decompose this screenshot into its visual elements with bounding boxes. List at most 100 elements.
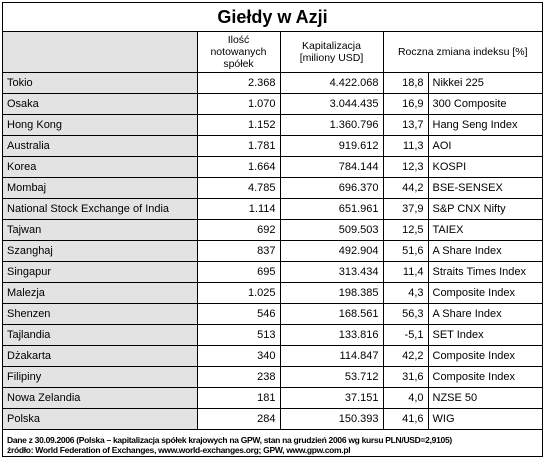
market-name: Singapur — [3, 261, 198, 283]
table: Ilość notowanych spółek Kapitalizacja [mi… — [3, 32, 543, 430]
cell: 114.847 — [279, 345, 384, 367]
cell: WIG — [427, 408, 543, 430]
cell: 1.152 — [196, 114, 281, 136]
cell: NZSE 50 — [427, 387, 543, 409]
row: Tajlandia 513 133.816 -5,1 SET Index — [3, 324, 543, 346]
cell: 150.393 — [279, 408, 384, 430]
row: Australia 1.781 919.612 11,3 AOI — [3, 135, 543, 157]
cell: 1.070 — [196, 93, 281, 115]
row: Shenzen 546 168.561 56,3 A Share Index — [3, 303, 543, 325]
cell: 31,6 — [382, 366, 429, 388]
cell: 168.561 — [279, 303, 384, 325]
cell: 53.712 — [279, 366, 384, 388]
table-body: Ilość notowanych spółek Kapitalizacja [mi… — [3, 32, 543, 430]
market-name: Osaka — [3, 93, 198, 115]
market-name: Mombaj — [3, 177, 198, 199]
cell: 1.664 — [196, 156, 281, 178]
market-name: Polska — [3, 408, 198, 430]
cell: Nikkei 225 — [427, 72, 543, 94]
market-name: Australia — [3, 135, 198, 157]
market-name: Tokio — [3, 72, 198, 94]
cell: 284 — [196, 408, 281, 430]
cell: 695 — [196, 261, 281, 283]
row: Mombaj 4.785 696.370 44,2 BSE-SENSEX — [3, 177, 543, 199]
row: Hong Kong 1.152 1.360.796 13,7 Hang Seng Ind… — [3, 114, 543, 136]
row: Tajwan 692 509.503 12,5 TAIEX — [3, 219, 543, 241]
row: Filipiny 238 53.712 31,6 Composite Index — [3, 366, 543, 388]
cell: 300 Composite — [427, 93, 543, 115]
cell: 696.370 — [279, 177, 384, 199]
header-cell: Ilość notowanych spółek — [196, 32, 281, 73]
cell: 42,2 — [382, 345, 429, 367]
cell: Composite Index — [427, 345, 543, 367]
header-row: Ilość notowanych spółek Kapitalizacja [mi… — [3, 32, 543, 73]
market-name: National Stock Exchange of India — [3, 198, 198, 220]
cell: 13,7 — [382, 114, 429, 136]
row: Malezja 1.025 198.385 4,3 Composite Index — [3, 282, 543, 304]
cell: 919.612 — [279, 135, 384, 157]
row: Dżakarta 340 114.847 42,2 Composite Index — [3, 345, 543, 367]
cell: 513 — [196, 324, 281, 346]
row: National Stock Exchange of India 1.114 651… — [3, 198, 543, 220]
market-name: Shenzen — [3, 303, 198, 325]
header-cell: Roczna zmiana indeksu [%] — [382, 32, 543, 73]
cell: 198.385 — [279, 282, 384, 304]
market-name: Korea — [3, 156, 198, 178]
market-name: Tajwan — [3, 219, 198, 241]
cell: 16,9 — [382, 93, 429, 115]
cell: 509.503 — [279, 219, 384, 241]
cell: 11,4 — [382, 261, 429, 283]
cell: 51,6 — [382, 240, 429, 262]
market-name: Szanghaj — [3, 240, 198, 262]
cell: 492.904 — [279, 240, 384, 262]
cell: 837 — [196, 240, 281, 262]
market-name: Malezja — [3, 282, 198, 304]
cell: TAIEX — [427, 219, 543, 241]
row: Osaka 1.070 3.044.435 16,9 300 Composite — [3, 93, 543, 115]
market-name: Filipiny — [3, 366, 198, 388]
footer: Dane z 30.09.2006 (Polska – kapitalizacj… — [3, 430, 542, 455]
cell: 37,9 — [382, 198, 429, 220]
table-card: Giełdy w Azji Ilość notowanych spółek Kap… — [2, 2, 543, 457]
cell: Hang Seng Index — [427, 114, 543, 136]
cell: 4,3 — [382, 282, 429, 304]
cell: 12,3 — [382, 156, 429, 178]
cell: 133.816 — [279, 324, 384, 346]
cell: KOSPI — [427, 156, 543, 178]
cell: 44,2 — [382, 177, 429, 199]
cell: AOI — [427, 135, 543, 157]
cell: 1.114 — [196, 198, 281, 220]
row: Nowa Zelandia 181 37.151 4,0 NZSE 50 — [3, 387, 543, 409]
cell: 651.961 — [279, 198, 384, 220]
cell: BSE-SENSEX — [427, 177, 543, 199]
cell: Straits Times Index — [427, 261, 543, 283]
header-cell: Kapitalizacja [miliony USD] — [279, 32, 384, 73]
cell: 18,8 — [382, 72, 429, 94]
cell: A Share Index — [427, 303, 543, 325]
market-name: Dżakarta — [3, 345, 198, 367]
row: Singapur 695 313.434 11,4 Straits Times Inde… — [3, 261, 543, 283]
row: Tokio 2.368 4.422.068 18,8 Nikkei 225 — [3, 72, 543, 94]
cell: 37.151 — [279, 387, 384, 409]
cell: 11,3 — [382, 135, 429, 157]
header-cell — [3, 32, 198, 73]
cell: 2.368 — [196, 72, 281, 94]
cell: 3.044.435 — [279, 93, 384, 115]
cell: 784.144 — [279, 156, 384, 178]
cell: 56,3 — [382, 303, 429, 325]
title: Giełdy w Azji — [3, 3, 542, 32]
cell: 340 — [196, 345, 281, 367]
cell: 1.360.796 — [279, 114, 384, 136]
cell: 313.434 — [279, 261, 384, 283]
cell: S&P CNX Nifty — [427, 198, 543, 220]
cell: 546 — [196, 303, 281, 325]
market-name: Tajlandia — [3, 324, 198, 346]
cell: 12,5 — [382, 219, 429, 241]
cell: 41,6 — [382, 408, 429, 430]
row: Szanghaj 837 492.904 51,6 A Share Index — [3, 240, 543, 262]
market-name: Hong Kong — [3, 114, 198, 136]
footer-line: źródło: World Federation of Exchanges, w… — [7, 445, 351, 455]
cell: 1.025 — [196, 282, 281, 304]
cell: 1.781 — [196, 135, 281, 157]
